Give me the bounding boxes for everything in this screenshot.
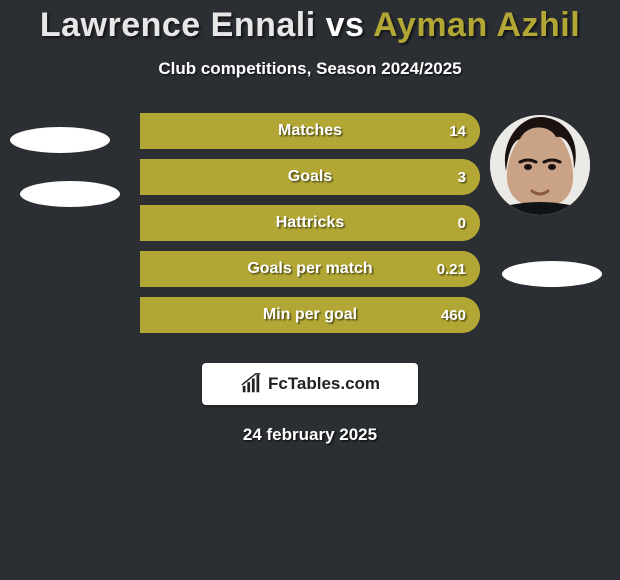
page-title: Lawrence Ennali vs Ayman Azhil (0, 0, 620, 45)
subtitle: Club competitions, Season 2024/2025 (0, 59, 620, 79)
stat-value-right: 14 (449, 113, 466, 149)
stat-row: Goals per match0.21 (140, 251, 480, 287)
stat-row: Min per goal460 (140, 297, 480, 333)
title-player2: Ayman Azhil (373, 6, 580, 44)
player2-shadow-ellipse (502, 261, 602, 287)
stat-value-right: 460 (441, 297, 466, 333)
player1-avatar-ellipse-bottom (20, 181, 120, 207)
stat-label: Goals per match (140, 251, 480, 287)
avatar-face-icon (490, 115, 590, 215)
player2-avatar (490, 115, 590, 215)
comparison-arena: Matches14 Goals3 Hattricks0 Goals per match… (0, 113, 620, 343)
attribution-badge[interactable]: FcTables.com (202, 363, 418, 405)
stat-row: Matches14 (140, 113, 480, 149)
attribution-text: FcTables.com (268, 374, 380, 394)
page-root: Lawrence Ennali vs Ayman Azhil Club comp… (0, 0, 620, 580)
chart-icon (240, 373, 262, 395)
stat-row: Hattricks0 (140, 205, 480, 241)
stat-value-right: 3 (458, 159, 466, 195)
stat-label: Min per goal (140, 297, 480, 333)
title-vs: vs (316, 6, 373, 44)
stat-bars: Matches14 Goals3 Hattricks0 Goals per match… (140, 113, 480, 343)
date-text: 24 february 2025 (0, 425, 620, 445)
stat-label: Goals (140, 159, 480, 195)
stat-label: Hattricks (140, 205, 480, 241)
stat-value-right: 0 (458, 205, 466, 241)
player1-avatar-ellipse-top (10, 127, 110, 153)
title-player1: Lawrence Ennali (40, 6, 316, 44)
stat-label: Matches (140, 113, 480, 149)
stat-value-right: 0.21 (437, 251, 466, 287)
stat-row: Goals3 (140, 159, 480, 195)
